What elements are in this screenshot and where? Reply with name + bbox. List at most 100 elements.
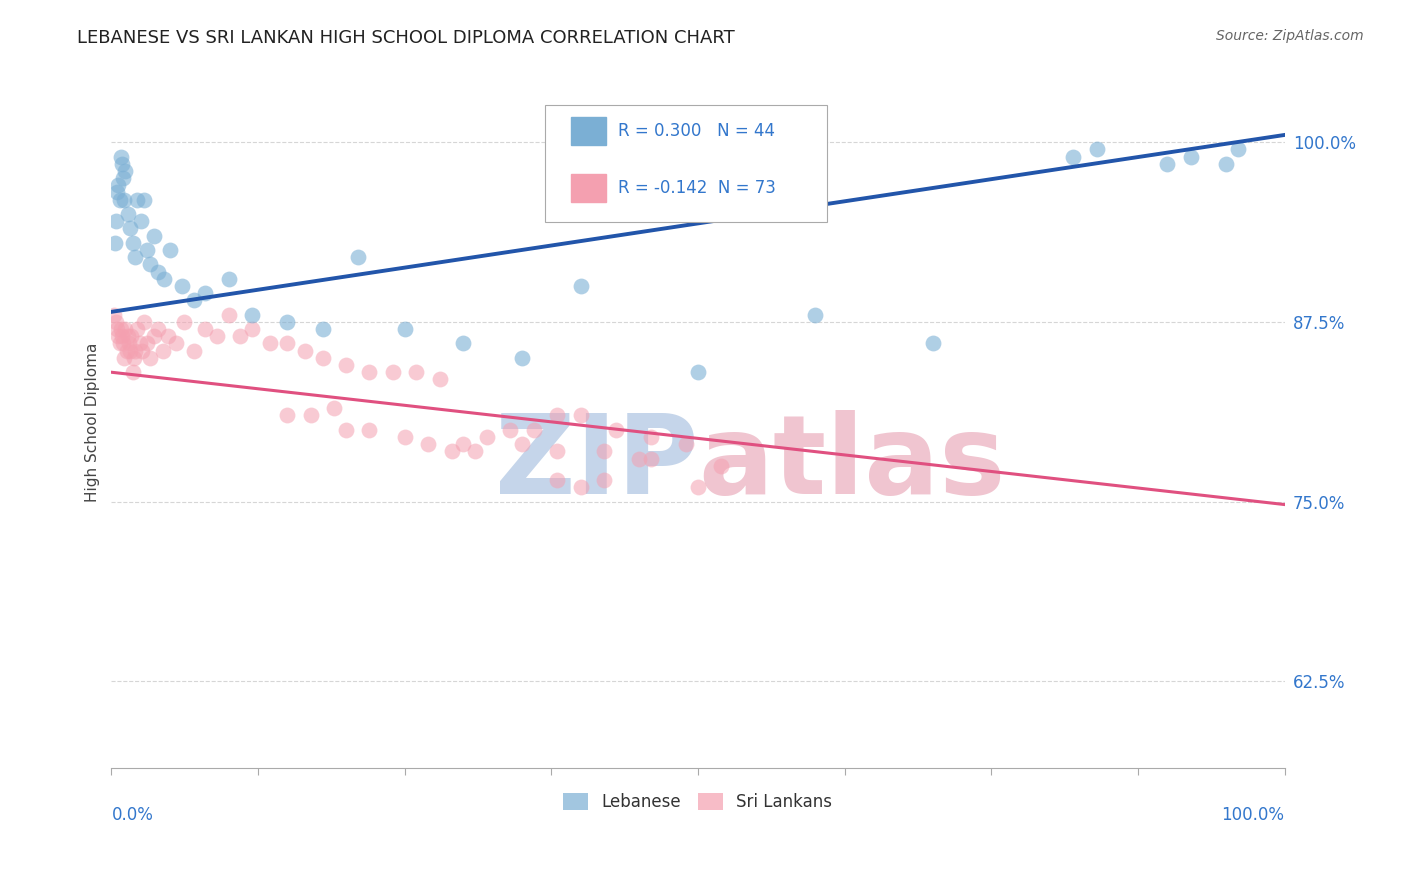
- Point: [510, 437, 533, 451]
- Text: atlas: atlas: [697, 410, 1005, 517]
- Point: [120, 343, 142, 358]
- Point: [205, 329, 228, 343]
- Point: [323, 401, 346, 416]
- Point: [114, 164, 136, 178]
- Point: [335, 423, 357, 437]
- Point: [1085, 142, 1108, 156]
- Point: [229, 329, 252, 343]
- Point: [152, 343, 174, 358]
- Point: [418, 437, 440, 451]
- Point: [276, 315, 298, 329]
- Text: Source: ZipAtlas.com: Source: ZipAtlas.com: [1216, 29, 1364, 43]
- Point: [240, 308, 263, 322]
- Point: [1226, 142, 1249, 156]
- Point: [111, 157, 134, 171]
- Point: [569, 409, 592, 423]
- Point: [124, 250, 146, 264]
- Bar: [571, 174, 606, 202]
- Point: [127, 193, 149, 207]
- Point: [569, 279, 592, 293]
- Point: [686, 480, 709, 494]
- Point: [218, 272, 240, 286]
- Point: [156, 329, 179, 343]
- Point: [259, 336, 281, 351]
- Point: [120, 221, 142, 235]
- Point: [294, 343, 316, 358]
- Point: [440, 444, 463, 458]
- Text: LEBANESE VS SRI LANKAN HIGH SCHOOL DIPLOMA CORRELATION CHART: LEBANESE VS SRI LANKAN HIGH SCHOOL DIPLO…: [77, 29, 735, 46]
- FancyBboxPatch shape: [546, 105, 827, 222]
- Point: [121, 235, 143, 250]
- Point: [640, 451, 662, 466]
- Point: [103, 308, 125, 322]
- Point: [105, 186, 128, 200]
- Point: [170, 279, 193, 293]
- Point: [135, 336, 157, 351]
- Point: [121, 365, 143, 379]
- Point: [134, 193, 156, 207]
- Point: [311, 322, 333, 336]
- Point: [148, 264, 170, 278]
- Point: [1215, 157, 1237, 171]
- Text: R = -0.142  N = 73: R = -0.142 N = 73: [619, 179, 776, 197]
- Point: [127, 322, 149, 336]
- Point: [311, 351, 333, 365]
- Point: [346, 250, 368, 264]
- Text: 0.0%: 0.0%: [111, 805, 153, 823]
- Point: [546, 409, 568, 423]
- Point: [640, 430, 662, 444]
- Point: [142, 228, 165, 243]
- Point: [464, 444, 486, 458]
- Point: [110, 149, 132, 163]
- Bar: [571, 118, 606, 145]
- Point: [105, 315, 128, 329]
- Point: [165, 336, 187, 351]
- Point: [593, 473, 616, 487]
- Point: [218, 308, 240, 322]
- Point: [523, 423, 546, 437]
- Point: [104, 235, 127, 250]
- Point: [593, 444, 616, 458]
- Point: [804, 308, 827, 322]
- Point: [117, 207, 139, 221]
- Point: [394, 430, 416, 444]
- Point: [128, 336, 150, 351]
- Point: [118, 336, 141, 351]
- Text: 100.0%: 100.0%: [1222, 805, 1285, 823]
- Point: [148, 322, 170, 336]
- Point: [114, 322, 136, 336]
- Point: [499, 423, 522, 437]
- Point: [381, 365, 404, 379]
- Point: [1156, 157, 1178, 171]
- Point: [675, 437, 697, 451]
- Point: [108, 336, 131, 351]
- Point: [115, 343, 138, 358]
- Point: [131, 343, 153, 358]
- Point: [112, 193, 135, 207]
- Point: [129, 214, 152, 228]
- Point: [139, 351, 162, 365]
- Point: [117, 329, 139, 343]
- Point: [159, 243, 181, 257]
- Y-axis label: High School Diploma: High School Diploma: [86, 343, 100, 502]
- Point: [921, 336, 943, 351]
- Point: [173, 315, 195, 329]
- Point: [359, 423, 381, 437]
- Text: R = 0.300   N = 44: R = 0.300 N = 44: [619, 122, 775, 140]
- Point: [112, 351, 135, 365]
- Point: [122, 351, 145, 365]
- Point: [276, 409, 298, 423]
- Text: ZIP: ZIP: [495, 410, 697, 517]
- Point: [405, 365, 427, 379]
- Point: [105, 214, 128, 228]
- Point: [153, 272, 176, 286]
- Point: [110, 322, 132, 336]
- Point: [142, 329, 165, 343]
- Point: [710, 458, 733, 473]
- Point: [686, 365, 709, 379]
- Point: [107, 329, 129, 343]
- Point: [510, 351, 533, 365]
- Point: [359, 365, 381, 379]
- Point: [194, 286, 217, 301]
- Point: [108, 193, 131, 207]
